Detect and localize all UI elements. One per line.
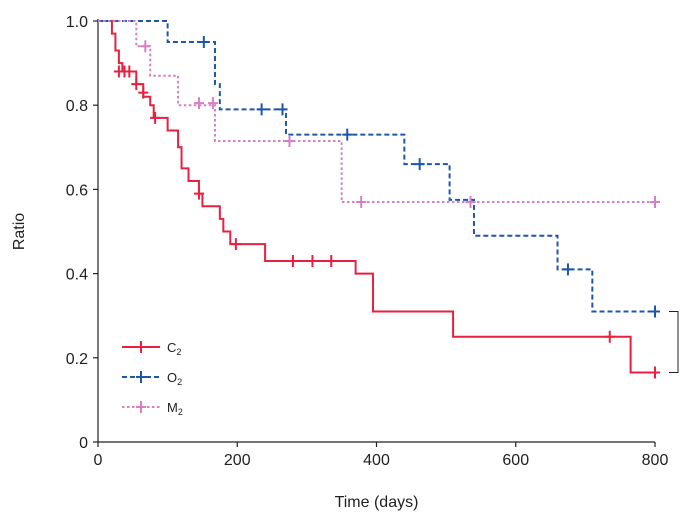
censor-mark	[650, 366, 660, 379]
censor-mark	[562, 263, 573, 276]
censor-mark	[193, 187, 204, 200]
legend-item-M2: M2	[122, 400, 183, 417]
censor-mark	[150, 111, 161, 124]
legend-item-O2: O2	[122, 370, 182, 387]
x-tick-label: 200	[224, 452, 251, 469]
y-tick-label: 0.8	[66, 98, 88, 115]
legend-label: M2	[167, 400, 183, 417]
censor-mark	[414, 158, 425, 171]
censor-mark	[131, 78, 142, 91]
series-C2	[98, 20, 660, 379]
legend-subscript: 2	[176, 347, 181, 357]
survival-line-O2	[98, 20, 655, 313]
censor-mark	[650, 196, 660, 209]
censor-mark	[604, 330, 615, 343]
censor-mark	[356, 196, 367, 209]
x-tick-label: 0	[94, 452, 103, 469]
censor-mark	[650, 305, 660, 318]
legend-item-C2: C2	[122, 340, 181, 357]
y-tick-label: 0.2	[66, 351, 88, 368]
comparison-bracket	[669, 310, 679, 374]
x-tick-label: 800	[642, 452, 669, 469]
censor-mark	[230, 238, 241, 251]
legend-subscript: 2	[178, 407, 183, 417]
censor-mark	[342, 128, 353, 141]
censor-mark	[277, 103, 288, 116]
y-tick-label: 1.0	[66, 14, 88, 31]
y-axis-label: Ratio	[11, 213, 28, 250]
censor-mark	[307, 254, 318, 267]
legend-censor-mark	[136, 401, 146, 413]
x-axis-label: Time (days)	[335, 494, 419, 511]
series-layer	[98, 20, 660, 379]
censor-mark	[207, 97, 218, 110]
series-M2	[98, 20, 660, 209]
censor-mark	[326, 254, 337, 267]
series-O2	[98, 20, 660, 318]
legend: C2 O2 M2	[122, 340, 183, 417]
legend-censor-mark	[136, 341, 146, 353]
legend-subscript: 2	[177, 377, 182, 387]
bracket-line	[669, 310, 679, 374]
y-tick-label: 0	[79, 435, 88, 452]
censor-mark	[256, 103, 267, 116]
censor-mark	[284, 134, 295, 147]
survival-line-C2	[98, 20, 655, 374]
legend-label: O2	[167, 370, 182, 387]
censor-mark	[138, 86, 149, 99]
censor-mark	[193, 97, 204, 110]
legend-censor-mark	[136, 371, 146, 383]
censor-mark	[287, 254, 298, 267]
y-tick-label: 0.6	[66, 182, 88, 199]
survival-line-M2	[98, 20, 655, 204]
censor-mark	[198, 36, 209, 49]
y-tick-label: 0.4	[66, 267, 88, 284]
x-tick-label: 400	[363, 452, 390, 469]
censor-mark	[140, 40, 151, 53]
legend-label: C2	[167, 340, 181, 357]
axes: 0 200 400 600 800 0 0.2 0.4 0.6 0.8 1.0	[66, 14, 669, 469]
censor-mark	[124, 65, 135, 78]
censor-mark	[465, 196, 476, 209]
x-tick-label: 600	[502, 452, 529, 469]
